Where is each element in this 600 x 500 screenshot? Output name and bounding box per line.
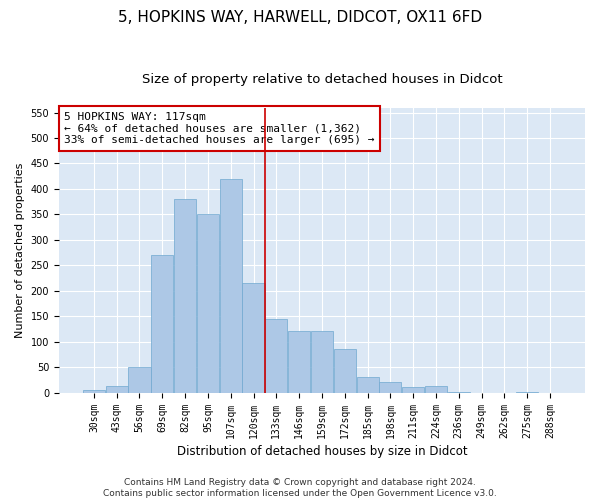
- Bar: [402, 388, 424, 392]
- Bar: [425, 386, 447, 392]
- Y-axis label: Number of detached properties: Number of detached properties: [15, 162, 25, 338]
- Bar: [174, 199, 196, 392]
- Bar: [334, 350, 356, 393]
- Bar: [356, 378, 379, 392]
- X-axis label: Distribution of detached houses by size in Didcot: Distribution of detached houses by size …: [176, 444, 467, 458]
- Bar: [379, 382, 401, 392]
- Bar: [106, 386, 128, 392]
- Bar: [265, 319, 287, 392]
- Bar: [151, 255, 173, 392]
- Title: Size of property relative to detached houses in Didcot: Size of property relative to detached ho…: [142, 72, 502, 86]
- Bar: [220, 179, 242, 392]
- Text: Contains HM Land Registry data © Crown copyright and database right 2024.
Contai: Contains HM Land Registry data © Crown c…: [103, 478, 497, 498]
- Text: 5 HOPKINS WAY: 117sqm
← 64% of detached houses are smaller (1,362)
33% of semi-d: 5 HOPKINS WAY: 117sqm ← 64% of detached …: [64, 112, 374, 145]
- Bar: [128, 367, 151, 392]
- Bar: [311, 332, 333, 392]
- Bar: [242, 283, 265, 393]
- Bar: [197, 214, 219, 392]
- Bar: [288, 332, 310, 392]
- Bar: [83, 390, 105, 392]
- Text: 5, HOPKINS WAY, HARWELL, DIDCOT, OX11 6FD: 5, HOPKINS WAY, HARWELL, DIDCOT, OX11 6F…: [118, 10, 482, 25]
